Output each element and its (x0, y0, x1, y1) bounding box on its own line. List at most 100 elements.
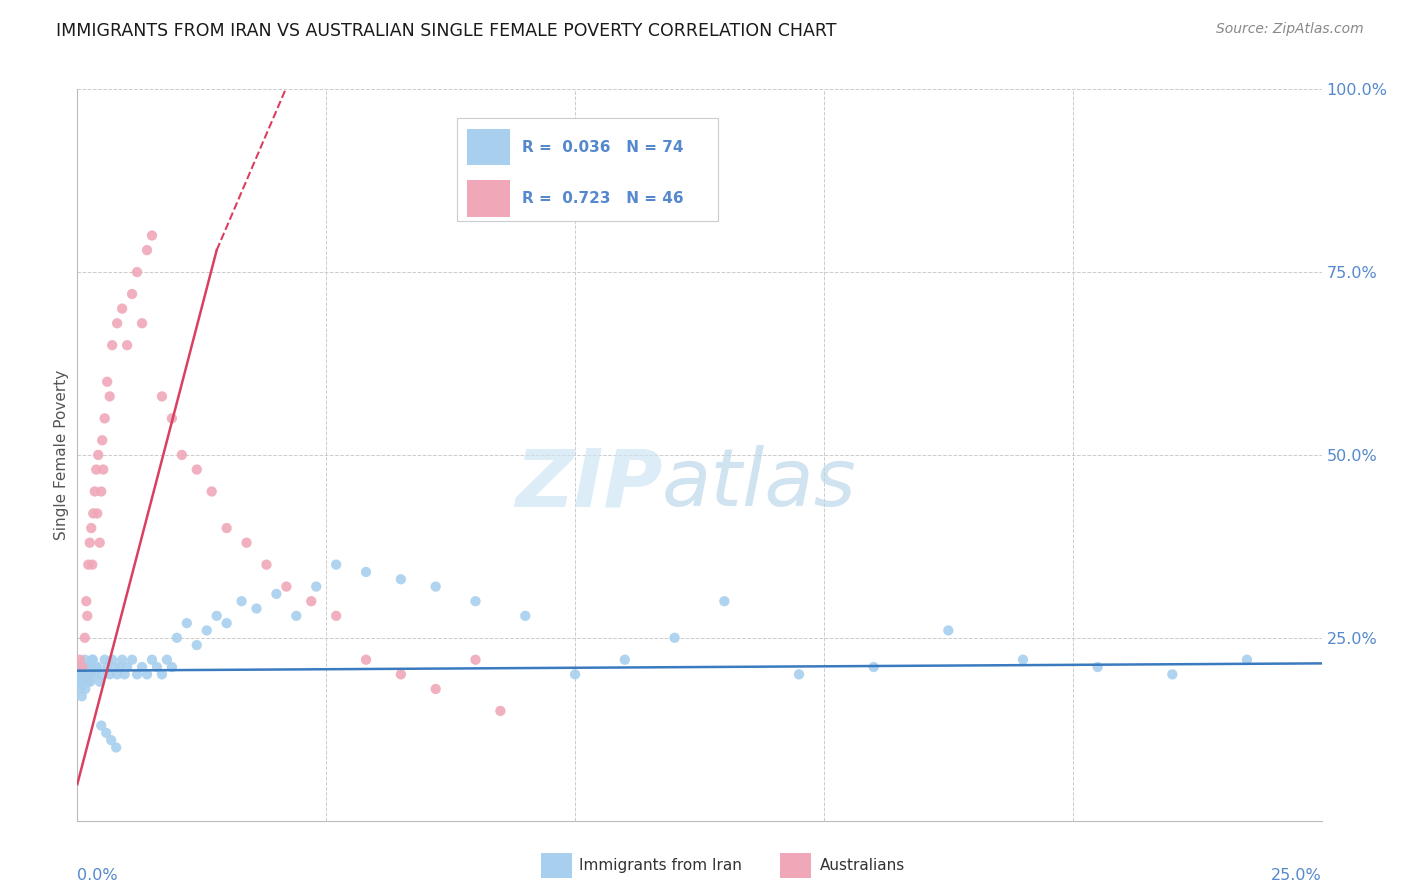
Point (136, 667, 159, 681)
Point (141, 228, 163, 243)
Point (96, 375, 118, 389)
Point (76, 667, 98, 681)
Point (82, 653, 104, 667)
Point (115, 660, 138, 674)
Point (276, 580, 298, 594)
Point (80, 667, 103, 681)
Point (90, 718, 112, 732)
Point (98, 389, 121, 403)
Point (131, 316, 153, 330)
Point (150, 389, 173, 403)
Point (305, 580, 328, 594)
Point (108, 660, 131, 674)
Point (82, 507, 104, 521)
Point (215, 521, 238, 535)
Point (100, 733, 122, 747)
Point (564, 667, 586, 681)
Point (86, 507, 108, 521)
Point (82, 558, 104, 572)
Point (82, 653, 104, 667)
Point (256, 558, 278, 572)
Point (1161, 667, 1184, 681)
Point (205, 608, 228, 623)
Point (1012, 653, 1035, 667)
Point (90, 484, 112, 499)
Point (146, 660, 169, 674)
FancyBboxPatch shape (467, 180, 510, 217)
Point (515, 608, 537, 623)
Point (1236, 653, 1258, 667)
Point (80, 521, 103, 535)
Text: 25.0%: 25.0% (1271, 868, 1322, 883)
Text: ZIP: ZIP (515, 445, 662, 524)
Point (93, 653, 115, 667)
Point (96, 726, 118, 740)
Point (464, 594, 486, 608)
Point (425, 580, 447, 594)
Point (266, 587, 288, 601)
Text: Australians: Australians (820, 858, 905, 872)
Point (299, 594, 322, 608)
Point (91, 667, 114, 681)
Point (87, 448, 110, 462)
Point (713, 594, 735, 608)
Point (125, 265, 148, 279)
Text: R =  0.036   N = 74: R = 0.036 N = 74 (522, 140, 683, 154)
Point (186, 638, 208, 652)
Point (70, 690, 93, 704)
Point (75, 594, 97, 608)
Text: R =  0.723   N = 46: R = 0.723 N = 46 (522, 191, 683, 206)
Point (105, 667, 128, 681)
Text: Immigrants from Iran: Immigrants from Iran (579, 858, 742, 872)
Point (101, 338, 124, 352)
Point (91, 434, 114, 448)
Point (84, 660, 107, 674)
Point (325, 608, 347, 623)
Point (1087, 660, 1109, 674)
Point (111, 653, 134, 667)
Point (73, 653, 96, 667)
Point (76, 660, 98, 674)
Point (195, 624, 218, 638)
Point (72, 667, 94, 681)
Point (354, 653, 377, 667)
Point (89, 535, 111, 549)
Point (235, 535, 257, 549)
Text: atlas: atlas (662, 445, 856, 524)
Point (91, 462, 114, 476)
Point (201, 484, 224, 499)
Point (105, 316, 128, 330)
Point (464, 653, 486, 667)
Point (156, 653, 179, 667)
Point (125, 667, 148, 681)
Point (160, 660, 183, 674)
Point (70, 674, 93, 689)
Point (938, 624, 960, 638)
Point (93, 411, 115, 425)
Point (83, 484, 105, 499)
Point (389, 667, 412, 681)
Point (69, 653, 91, 667)
Point (285, 608, 308, 623)
Point (160, 411, 183, 425)
Point (489, 704, 512, 718)
Point (69, 667, 91, 681)
Point (215, 616, 238, 631)
Point (186, 462, 208, 476)
Point (121, 287, 143, 301)
Point (101, 653, 124, 667)
Point (69, 667, 91, 681)
Point (862, 660, 884, 674)
Point (613, 653, 636, 667)
Y-axis label: Single Female Poverty: Single Female Poverty (53, 370, 69, 540)
Point (72, 660, 94, 674)
Point (79, 535, 101, 549)
Point (425, 681, 447, 696)
Point (69, 681, 91, 696)
Point (664, 631, 686, 645)
Point (245, 601, 267, 615)
Point (89, 674, 111, 689)
Point (105, 740, 128, 755)
Point (111, 301, 134, 316)
Point (787, 667, 810, 681)
